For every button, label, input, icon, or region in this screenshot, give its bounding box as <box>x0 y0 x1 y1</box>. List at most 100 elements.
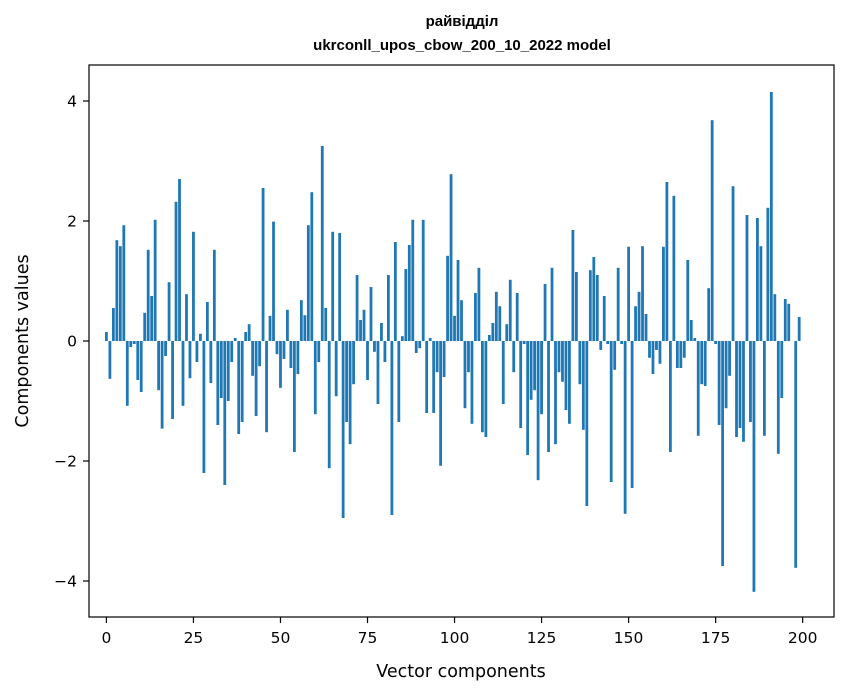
bar-30 <box>209 341 213 383</box>
y-tick-label: 0 <box>67 333 77 351</box>
bar-134 <box>571 230 575 341</box>
bar-43 <box>254 341 258 416</box>
bar-114 <box>501 341 505 404</box>
bar-76 <box>369 287 373 341</box>
bar-139 <box>588 270 592 341</box>
bar-119 <box>519 341 523 428</box>
bar-89 <box>414 341 418 353</box>
bar-21 <box>178 179 181 341</box>
bar-167 <box>686 260 690 341</box>
bar-18 <box>167 282 171 341</box>
x-tick-label: 75 <box>358 629 378 647</box>
bar-172 <box>703 341 707 386</box>
y-axis: −4 −2 0 2 4 <box>54 93 89 591</box>
bar-31 <box>212 249 216 341</box>
bar-36 <box>230 341 234 362</box>
bar-153 <box>637 291 641 341</box>
bar-77 <box>373 341 376 352</box>
bar-56 <box>299 300 303 341</box>
bar-33 <box>219 341 223 398</box>
bar-195 <box>783 299 787 341</box>
bar-108 <box>481 341 484 433</box>
bar-125 <box>540 341 543 415</box>
bar-2 <box>111 308 115 341</box>
bar-145 <box>609 341 613 482</box>
bar-110 <box>487 335 491 341</box>
bar-106 <box>474 293 477 341</box>
bar-16 <box>160 341 164 429</box>
bar-127 <box>547 341 550 452</box>
bar-141 <box>595 275 599 341</box>
bar-137 <box>581 341 585 430</box>
bar-189 <box>762 341 766 436</box>
bar-116 <box>508 279 512 341</box>
x-axis: 0 25 50 75 100 125 150 175 200 <box>101 617 817 647</box>
bar-138 <box>585 341 589 506</box>
bar-162 <box>668 341 672 452</box>
bar-98 <box>446 255 449 341</box>
bar-187 <box>756 218 759 341</box>
bar-60 <box>313 341 317 415</box>
bar-51 <box>282 341 286 359</box>
bar-9 <box>136 341 140 380</box>
bar-0 <box>105 332 108 341</box>
bar-70 <box>348 341 352 445</box>
bar-171 <box>700 341 704 385</box>
bar-92 <box>425 341 429 413</box>
bar-157 <box>651 341 655 374</box>
bar-118 <box>515 293 519 341</box>
bar-29 <box>205 302 209 341</box>
chart-subtitle: ukrconll_upos_cbow_200_10_2022 model <box>313 37 611 54</box>
bar-100 <box>453 315 456 341</box>
bar-19 <box>171 341 174 419</box>
bar-185 <box>749 341 752 422</box>
bar-35 <box>226 341 230 401</box>
bar-192 <box>773 294 777 341</box>
bar-143 <box>602 296 606 341</box>
bar-74 <box>362 309 366 341</box>
bar-112 <box>494 291 498 341</box>
bar-20 <box>174 201 178 341</box>
bar-174 <box>710 120 714 341</box>
bar-151 <box>630 341 634 488</box>
y-axis-label: Components values <box>13 254 33 427</box>
bar-88 <box>411 219 415 341</box>
bar-84 <box>397 341 401 422</box>
bar-148 <box>620 341 624 344</box>
bar-152 <box>634 306 637 341</box>
bar-169 <box>693 338 697 341</box>
bar-184 <box>745 215 749 341</box>
x-tick-label: 200 <box>788 629 818 647</box>
bar-24 <box>188 341 192 379</box>
bar-69 <box>345 341 349 422</box>
bar-95 <box>435 341 439 373</box>
x-tick-label: 25 <box>184 629 204 647</box>
bar-178 <box>724 341 728 409</box>
bar-126 <box>543 284 547 341</box>
bar-124 <box>536 341 540 481</box>
bar-series <box>105 92 801 592</box>
bar-75 <box>366 341 369 380</box>
bar-161 <box>665 182 669 341</box>
bar-179 <box>728 341 731 376</box>
bar-105 <box>470 341 474 424</box>
bar-38 <box>237 341 241 434</box>
bar-39 <box>240 341 244 422</box>
bar-59 <box>310 192 314 341</box>
bar-6 <box>125 341 129 406</box>
bar-91 <box>421 219 425 341</box>
bar-122 <box>529 341 533 400</box>
bar-45 <box>261 188 265 341</box>
bar-154 <box>641 246 644 341</box>
bar-11 <box>143 312 147 341</box>
x-tick-label: 100 <box>440 629 470 647</box>
bar-28 <box>202 341 206 473</box>
bar-121 <box>526 341 530 455</box>
bar-102 <box>460 300 463 341</box>
bar-135 <box>574 272 578 341</box>
bar-160 <box>662 246 665 341</box>
bar-57 <box>303 315 307 341</box>
bar-182 <box>738 341 742 428</box>
bar-68 <box>341 341 345 518</box>
bar-87 <box>407 245 411 341</box>
